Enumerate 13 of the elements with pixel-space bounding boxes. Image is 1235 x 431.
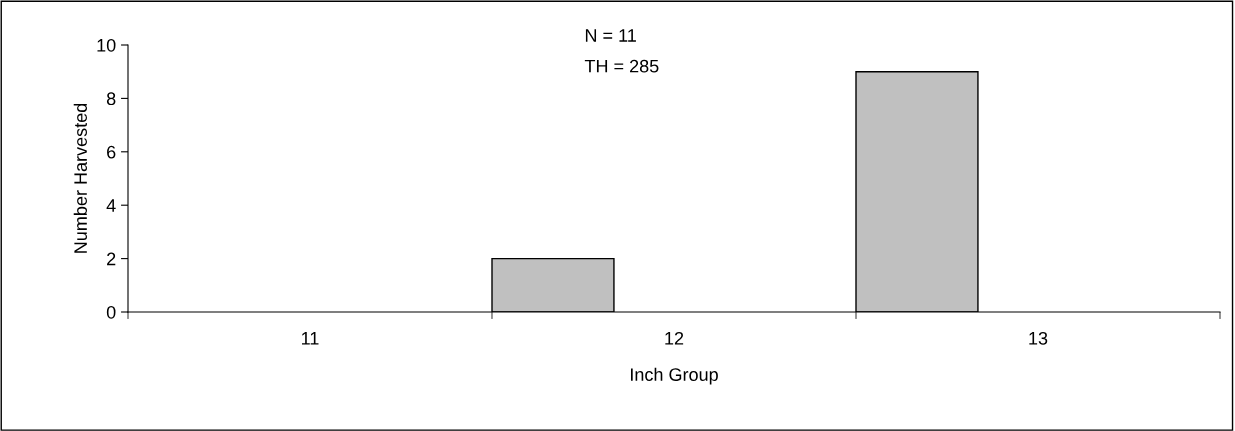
text: N = 11 xyxy=(585,29,636,42)
x-tick-label: 12 xyxy=(665,331,684,345)
y-tick-label: 4 xyxy=(106,199,116,212)
x-tick-label: 11 xyxy=(302,332,319,345)
y-tick-label: 8 xyxy=(106,92,116,106)
y-tick-label: 2 xyxy=(107,252,116,266)
x-tick-label: 13 xyxy=(1029,331,1048,345)
y-tick-label: 0 xyxy=(106,305,116,319)
annotation: TH = 285 xyxy=(584,59,659,73)
x-axis-title: Inch Group xyxy=(631,367,718,385)
y-axis-title: Number Harvested xyxy=(73,103,87,253)
y-tick-label: 10 xyxy=(97,38,116,52)
y-tick-label: 6 xyxy=(107,145,116,159)
